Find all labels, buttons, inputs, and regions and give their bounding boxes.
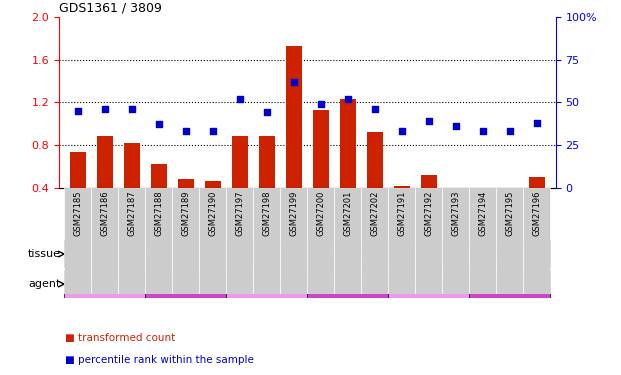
Point	[397, 128, 407, 134]
Point	[370, 106, 380, 112]
Text: GDS1361 / 3809: GDS1361 / 3809	[59, 2, 162, 14]
Bar	[205, 181, 221, 188]
Bar	[394, 186, 410, 188]
Bar	[475, 188, 491, 191]
Bar	[367, 132, 383, 188]
Bar	[178, 179, 194, 188]
Bar	[469, 188, 496, 294]
Text: GSM27194: GSM27194	[478, 191, 487, 236]
Text: testosterone: testosterone	[315, 279, 381, 289]
Text: GSM27190: GSM27190	[209, 191, 217, 236]
Bar	[65, 240, 227, 268]
Bar	[259, 136, 275, 188]
Bar	[496, 188, 524, 294]
Bar	[199, 188, 227, 294]
Bar	[70, 152, 86, 188]
Point	[73, 108, 83, 114]
Point	[478, 128, 488, 134]
Bar	[65, 188, 91, 294]
Point	[208, 128, 218, 134]
Text: meibomian gland: meibomian gland	[424, 249, 515, 259]
Bar	[524, 188, 550, 294]
Point	[154, 122, 164, 128]
Text: submandibular gland: submandibular gland	[252, 249, 363, 259]
Bar	[388, 188, 415, 294]
Text: control: control	[87, 279, 123, 289]
Bar	[313, 110, 329, 188]
Point	[505, 128, 515, 134]
Bar	[442, 188, 469, 294]
Text: GSM27187: GSM27187	[127, 191, 137, 236]
Bar	[529, 177, 545, 188]
Bar	[232, 136, 248, 188]
Bar	[448, 188, 464, 190]
Text: ■ transformed count: ■ transformed count	[65, 333, 176, 342]
Text: GSM27196: GSM27196	[532, 191, 542, 236]
Point	[100, 106, 110, 112]
Bar	[145, 188, 173, 294]
Bar	[307, 270, 388, 298]
Text: GSM27197: GSM27197	[235, 191, 245, 236]
Bar	[91, 188, 119, 294]
Text: testosterone: testosterone	[477, 279, 543, 289]
Text: control: control	[410, 279, 447, 289]
Bar	[361, 188, 388, 294]
Point	[343, 96, 353, 102]
Point	[424, 118, 434, 124]
Bar	[469, 270, 550, 298]
Text: GSM27192: GSM27192	[424, 191, 433, 236]
Text: GSM27191: GSM27191	[397, 191, 406, 236]
Point	[451, 123, 461, 129]
Bar	[173, 188, 199, 294]
Text: ■ percentile rank within the sample: ■ percentile rank within the sample	[65, 355, 254, 365]
Bar	[421, 175, 437, 188]
Bar	[151, 164, 167, 188]
Text: GSM27193: GSM27193	[451, 191, 460, 236]
Bar	[388, 270, 469, 298]
Text: agent: agent	[28, 279, 60, 289]
Bar	[307, 188, 334, 294]
Text: testosterone: testosterone	[153, 279, 219, 289]
Bar	[388, 240, 550, 268]
Point	[316, 101, 326, 107]
Text: tissue: tissue	[27, 249, 60, 259]
Bar	[334, 188, 361, 294]
Bar	[502, 188, 518, 191]
Text: GSM27200: GSM27200	[316, 191, 325, 236]
Text: GSM27188: GSM27188	[155, 191, 163, 236]
Text: GSM27201: GSM27201	[343, 191, 352, 236]
Point	[235, 96, 245, 102]
Bar	[119, 188, 145, 294]
Text: GSM27185: GSM27185	[73, 191, 83, 236]
Bar	[340, 99, 356, 188]
Point	[289, 79, 299, 85]
Point	[262, 110, 272, 116]
Text: lacrimal gland: lacrimal gland	[108, 249, 183, 259]
Text: GSM27199: GSM27199	[289, 191, 299, 236]
Bar	[65, 270, 145, 298]
Bar	[227, 188, 253, 294]
Bar	[97, 136, 113, 188]
Bar	[227, 240, 388, 268]
Bar	[286, 46, 302, 188]
Text: control: control	[248, 279, 285, 289]
Point	[532, 120, 542, 126]
Bar	[281, 188, 307, 294]
Bar	[253, 188, 281, 294]
Bar	[145, 270, 227, 298]
Text: GSM27198: GSM27198	[263, 191, 271, 236]
Bar	[415, 188, 442, 294]
Text: GSM27202: GSM27202	[370, 191, 379, 236]
Bar	[124, 143, 140, 188]
Bar	[227, 270, 307, 298]
Point	[127, 106, 137, 112]
Point	[181, 128, 191, 134]
Text: GSM27189: GSM27189	[181, 191, 191, 236]
Text: GSM27195: GSM27195	[505, 191, 514, 236]
Text: GSM27186: GSM27186	[101, 191, 109, 236]
